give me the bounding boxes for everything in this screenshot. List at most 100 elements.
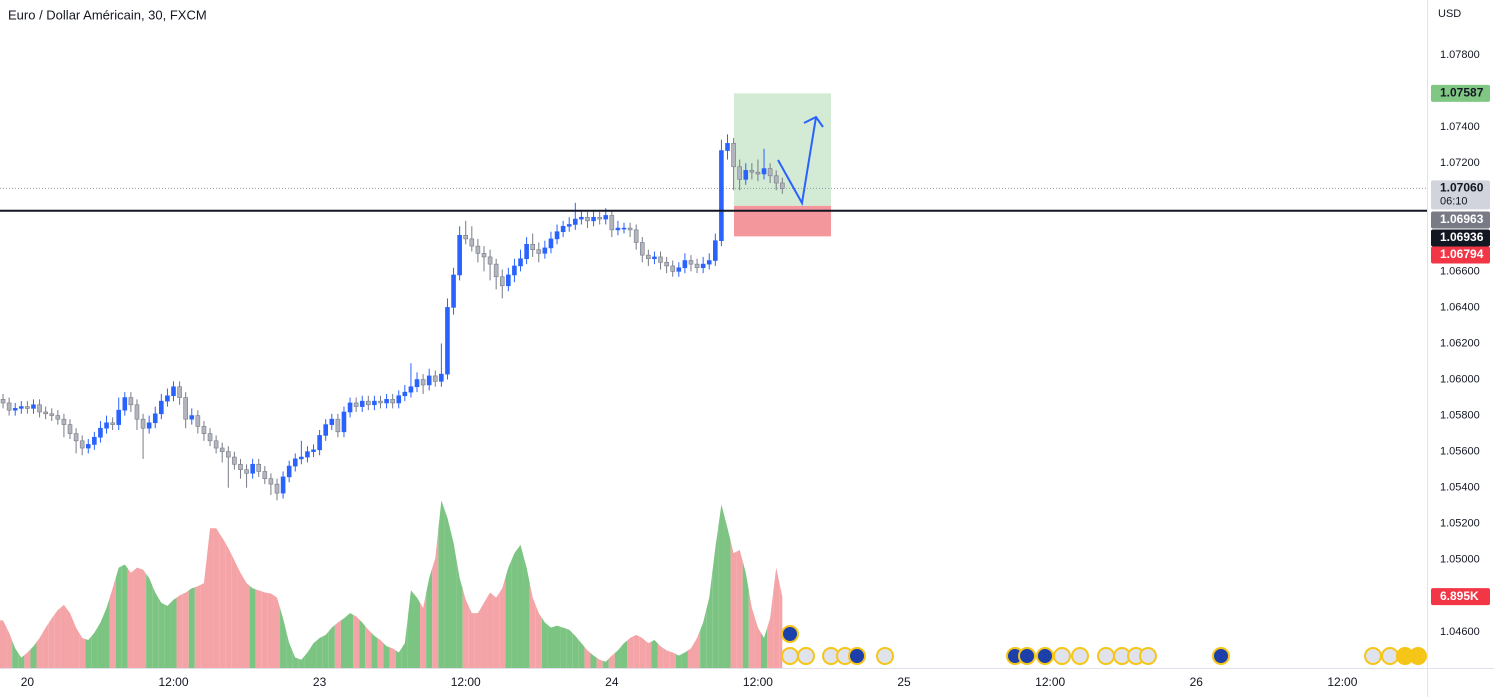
price-labels: 1.07800 1.07400 1.07200 1.06600 1.06400 1.062… [21,49,1490,689]
volume-area [54,607,61,668]
volume-area [353,614,360,668]
volume-area [657,643,664,668]
candle-body [159,400,164,415]
candle-body [542,247,548,254]
volume-area [669,651,676,668]
volume-area [359,619,366,668]
candle-body [146,422,152,429]
candle-body [128,397,134,406]
event-icon[interactable] [1139,647,1157,665]
event-icon[interactable] [1409,647,1427,665]
x-tick-label: 23 [313,675,327,689]
x-tick-label: 26 [1190,675,1204,689]
volume-area [614,646,621,668]
candle-body [67,424,73,434]
candle-body [493,263,499,278]
event-icon[interactable] [1018,647,1036,665]
candle-body [512,265,517,276]
candle-body [195,415,201,427]
candle-body [621,227,627,230]
event-icon[interactable] [781,647,799,665]
volume-area [365,626,372,668]
candle-body [615,227,621,231]
volume-area [700,610,707,668]
volume-area [127,568,134,668]
volume-area [194,584,201,668]
event-icon[interactable] [876,647,894,665]
event-icon[interactable] [797,647,815,665]
candle-body [432,375,438,382]
volume-area [261,591,268,668]
event-icon[interactable] [1212,647,1230,665]
volume-area [213,528,220,668]
volume-area [6,626,13,668]
event-icon[interactable] [781,625,799,643]
candle-body [627,227,633,231]
event-icon[interactable] [1381,647,1399,665]
event-icon[interactable] [848,647,866,665]
volume-area [523,556,530,668]
volume-area [158,597,165,668]
candle-body [25,406,30,409]
volume-area [48,614,55,668]
candle-body [305,451,310,458]
volume-area [206,528,214,668]
volume-area [760,628,768,668]
volume-area [310,640,317,668]
event-icon[interactable] [1036,647,1054,665]
candle-body [566,224,572,227]
candle-body [658,256,663,263]
volume-area [340,615,348,668]
event-icon[interactable] [1071,647,1089,665]
event-icon[interactable] [1097,647,1115,665]
volume-area [462,588,469,668]
event-icon[interactable] [1053,647,1071,665]
event-icons[interactable] [781,625,1427,665]
candle-body [713,240,718,261]
volume-area [730,540,737,668]
x-tick-label: 12:00 [743,675,773,689]
volume-area [511,548,518,668]
volume-area [200,555,207,668]
volume-area [754,617,761,668]
volume-area [298,656,305,668]
volume-area [66,609,74,668]
volume-area [30,642,37,668]
line-label: 1.06936 [1440,230,1484,244]
x-tick-label: 12:00 [451,675,481,689]
volume-area [85,636,92,668]
candle-body [268,478,274,485]
y-tick-label: 1.05400 [1440,482,1480,494]
volume-label: 6.895K [1440,589,1479,603]
event-icon[interactable] [1364,647,1382,665]
volume-area [225,542,232,668]
line-label-box [1431,229,1490,247]
candle-body [536,249,542,254]
candle-body [682,260,688,269]
volume-area [73,620,80,668]
volume-area [420,592,427,668]
volume-area [389,647,396,668]
candle-body [378,400,383,404]
candle-body [238,463,243,470]
candle-body [457,234,462,276]
volume-area [377,637,384,668]
candle-body [414,379,420,388]
volume-area [468,606,475,668]
volume-area [371,632,378,668]
x-tick-label: 25 [897,675,911,689]
volume-area [706,572,713,668]
candle-body [463,234,469,240]
y-tick-label: 1.05800 [1440,409,1480,421]
candle-body [688,260,694,265]
chart-pane [0,93,1427,668]
volume-area [304,647,311,668]
candle-body [177,386,182,398]
candle-body [573,218,578,225]
candle-body [61,418,67,425]
y-tick-label: 1.07800 [1440,49,1480,61]
candle-body [165,395,170,402]
volume-area [322,631,329,668]
volume-area [103,598,110,668]
stop-label: 1.06794 [1440,247,1484,261]
